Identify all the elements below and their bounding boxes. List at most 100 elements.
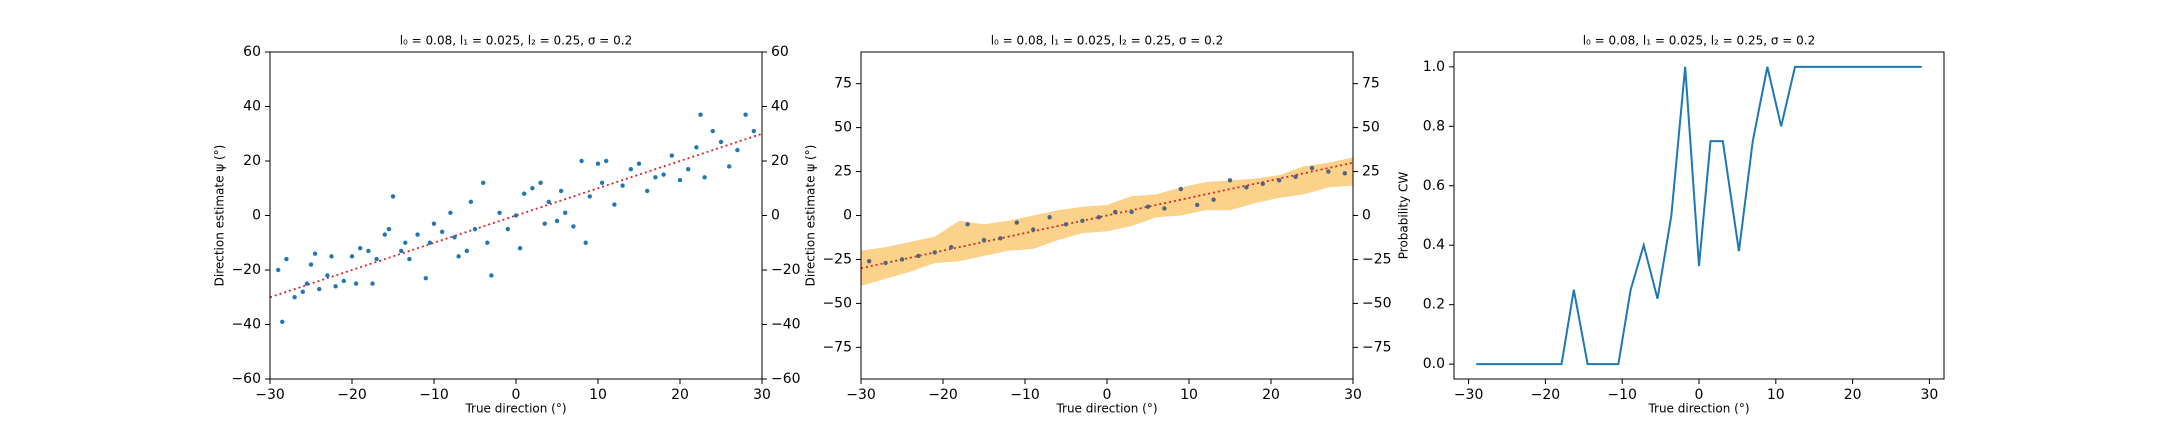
chart-title: l₀ = 0.08, l₁ = 0.025, l₂ = 0.25, σ = 0.… [991,34,1224,48]
point [751,128,756,134]
y2-tick-label: −60 [771,371,801,387]
point [304,281,310,286]
x-tick-label: 20 [1844,387,1862,403]
point [284,256,289,262]
point [1326,169,1331,174]
x-axis-label: True direction (°) [1055,402,1157,416]
point [517,246,523,251]
point [440,229,445,235]
point [949,244,954,250]
point [1113,209,1118,215]
point [276,267,281,273]
point [333,284,338,289]
x-tick-label: −30 [1454,387,1484,403]
point [653,175,658,180]
point [481,180,486,185]
x-tick-label: 10 [1180,387,1198,403]
point [415,232,420,237]
x-tick-label: 30 [1344,387,1362,403]
point [292,295,297,300]
point [312,251,318,256]
chart-title: l₀ = 0.08, l₁ = 0.025, l₂ = 0.25, σ = 0.… [400,34,633,48]
point [325,273,330,278]
y2-tick-label: −20 [771,262,801,278]
point [448,210,453,215]
point [382,232,387,237]
x-tick-label: 20 [671,387,689,403]
y2-tick-label: 60 [771,44,789,60]
point [353,281,359,286]
y-tick-label: −60 [231,371,261,387]
point [698,112,703,117]
x-tick-label: 10 [589,387,607,403]
point [427,240,433,245]
point [899,257,905,262]
point [464,248,469,254]
y-tick-label: 0.6 [1423,178,1445,194]
y-tick-label: 0.8 [1423,118,1445,134]
x-tick-label: −30 [846,387,876,403]
point [916,253,921,259]
x-tick-label: −20 [337,387,367,403]
point [628,166,633,172]
point [965,222,970,227]
y-tick-label: −40 [231,317,261,333]
point [1293,174,1298,180]
point [1178,186,1184,192]
point [677,177,683,183]
point [452,235,457,240]
y2-tick-label: −75 [1362,339,1392,355]
point [370,281,375,286]
point [727,164,732,169]
point [710,128,715,134]
point [329,254,334,259]
y-tick-label: 0.2 [1423,297,1445,313]
y-tick-label: −25 [822,251,852,267]
reference-line [269,132,763,299]
point [686,166,691,172]
point [423,275,428,281]
point [669,153,674,158]
y2-tick-label: 20 [771,153,789,169]
y2-tick-label: 40 [771,99,789,115]
point [390,194,396,199]
y-tick-label: 0.4 [1423,237,1445,253]
point [1342,171,1348,176]
point [505,226,510,232]
point [530,186,535,191]
point [522,191,527,196]
y2-tick-label: −50 [1362,295,1392,311]
point [998,236,1003,241]
x-tick-label: −10 [419,387,449,403]
line [1476,65,1922,366]
y2-tick-label: 75 [1362,76,1380,92]
x-tick-label: −20 [1531,387,1561,403]
point [407,256,412,262]
point [554,218,560,224]
point [694,145,699,150]
point [1309,165,1315,171]
point [1080,218,1085,223]
y-tick-label: 60 [243,44,261,60]
point [374,256,379,262]
y-tick-label: 25 [834,164,852,180]
point [358,246,363,251]
y-tick-label: −50 [822,295,852,311]
point [468,199,474,205]
x-tick-label: 30 [1920,387,1938,403]
point [1047,215,1052,220]
point [280,319,285,324]
x-tick-label: −20 [928,387,958,403]
y-tick-label: 0 [843,208,852,224]
point [636,161,642,166]
y2-tick-label: 50 [1362,120,1380,136]
point [661,172,666,177]
y-tick-label: 20 [243,153,261,169]
point [1277,178,1282,183]
point [341,278,346,284]
x-tick-label: −10 [1607,387,1637,403]
point [472,226,478,232]
point [1031,227,1036,232]
point [1129,209,1134,215]
